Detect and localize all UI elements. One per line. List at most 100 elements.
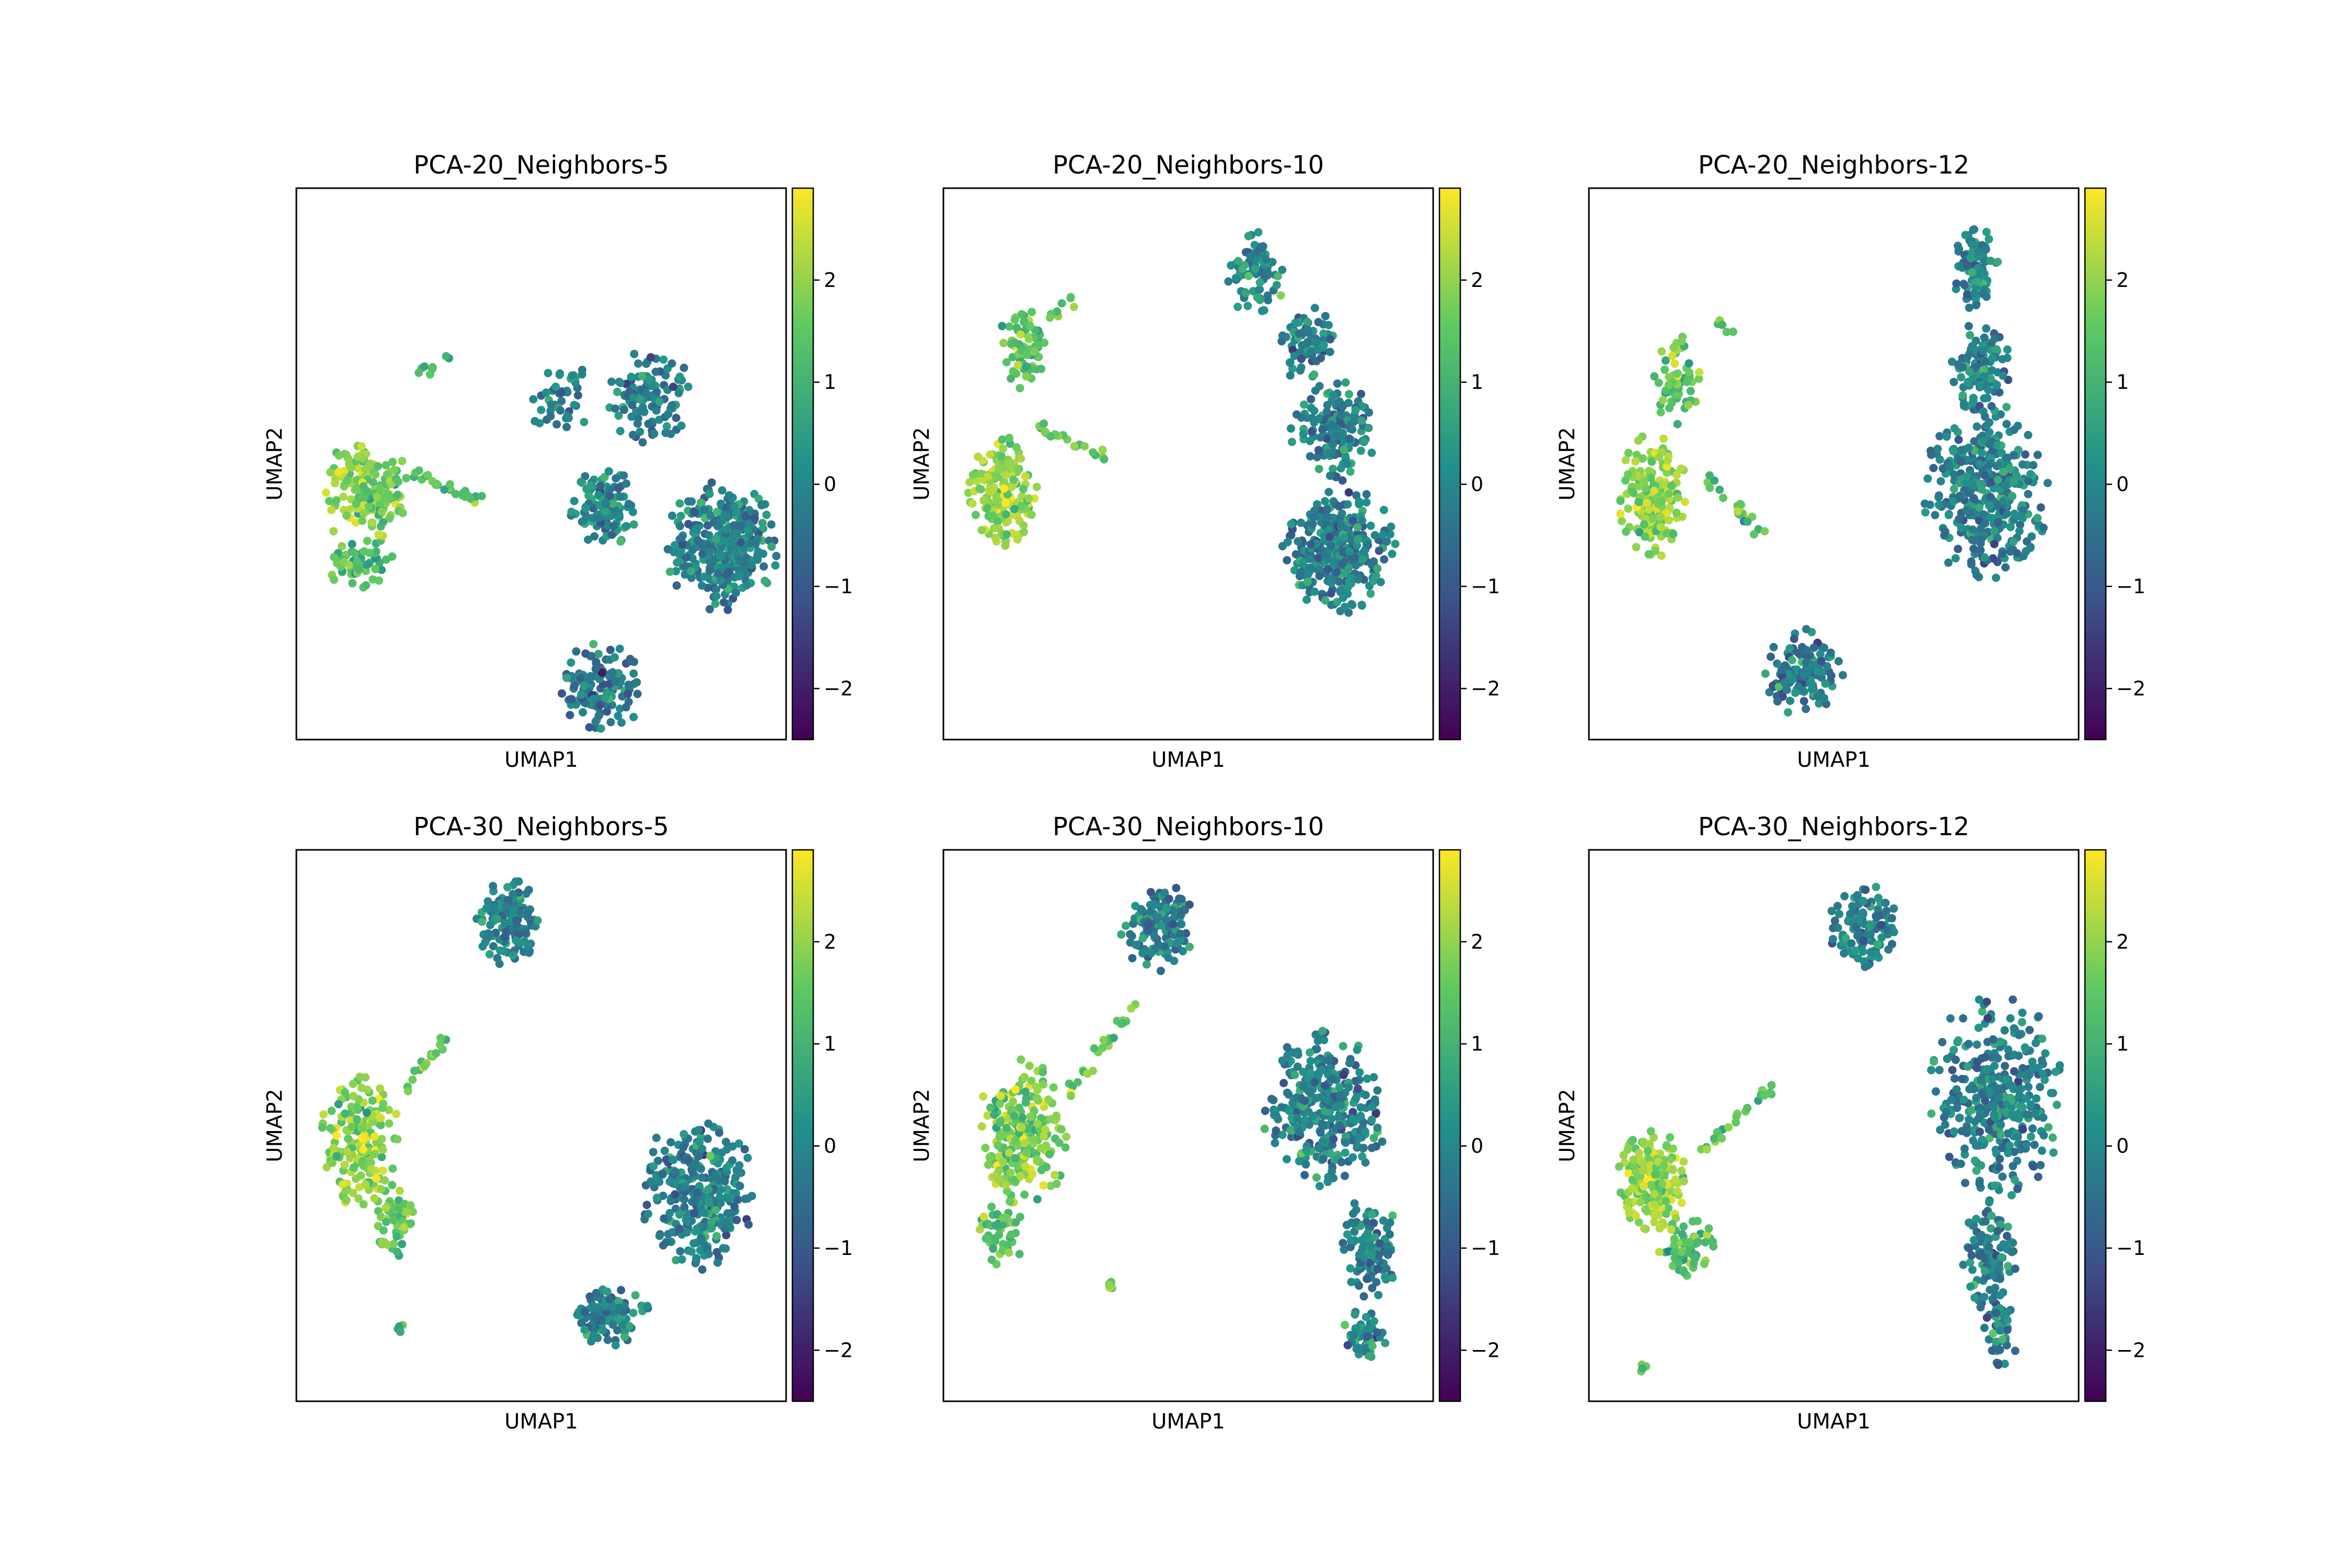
data-point [1055,1138,1064,1147]
data-point [1621,456,1630,465]
data-point [1364,541,1373,550]
data-point [679,1143,688,1152]
data-point [1150,900,1159,908]
data-point [620,1332,629,1341]
data-point [647,353,655,362]
data-point [1316,1093,1324,1102]
data-point [425,370,434,379]
data-point [1292,410,1301,419]
data-point [361,493,369,502]
data-point [1363,1229,1372,1238]
colorbar-tick-label: −2 [1471,677,1500,700]
data-point [566,711,574,720]
data-point [1297,1095,1306,1103]
data-point [1624,504,1633,513]
data-point [375,484,384,493]
data-point [719,598,728,607]
data-point [1329,465,1338,473]
data-point [712,1231,721,1240]
data-point [1351,1077,1360,1086]
data-point [1340,533,1348,542]
data-point [377,1185,385,1193]
data-point [1001,1180,1010,1189]
data-point [577,477,585,486]
data-point [1363,1274,1371,1283]
data-point [442,352,451,361]
data-point [697,1234,706,1243]
data-point [1362,498,1371,507]
data-point [1933,444,1942,453]
data-point [1306,555,1314,563]
data-point [1317,1065,1326,1074]
data-point [523,913,532,921]
data-point [1355,1281,1364,1290]
data-point [984,472,993,481]
data-point [1286,1126,1295,1135]
data-point [1295,348,1304,357]
data-point [603,707,612,716]
data-point [622,522,631,531]
data-point [1323,1056,1332,1065]
data-point [1979,347,1987,355]
data-point [624,500,633,509]
data-point [590,532,599,541]
data-point [630,350,639,359]
data-point [1818,668,1827,677]
data-point [436,1034,445,1042]
data-point [1957,523,1966,532]
data-point [1368,1342,1377,1351]
data-point [722,511,731,520]
data-point [335,467,343,476]
data-point [1009,475,1018,484]
data-point [326,1124,335,1133]
data-point [1650,372,1659,381]
data-point [580,682,589,690]
data-point [660,1146,669,1155]
data-point [1142,960,1151,969]
data-point [767,520,776,529]
data-point [1358,1243,1367,1252]
data-point [347,463,355,472]
data-point [1962,506,1971,514]
data-point [1634,436,1643,445]
data-point [1337,1158,1346,1167]
data-point [496,946,504,955]
data-point [1827,671,1836,680]
panel-title: PCA-20_Neighbors-10 [1053,151,1324,180]
data-point [994,500,1002,509]
data-point [999,1158,1008,1167]
data-point [767,542,776,551]
data-point [378,1145,387,1154]
data-point [1352,1344,1361,1353]
data-point [420,362,429,371]
data-point [368,1096,377,1105]
data-point [988,511,997,520]
data-point [1287,437,1296,446]
data-point [529,395,538,403]
data-point [1977,266,1986,275]
data-point [370,1194,379,1203]
data-point [1373,1086,1382,1095]
colorbar-tick-label: −2 [824,1339,853,1362]
data-point [2029,461,2038,469]
x-axis-label: UMAP1 [1797,748,1871,772]
colorbar-tick-label: −1 [824,1237,853,1260]
data-point [1278,331,1287,340]
data-point [371,564,380,573]
data-point [740,1145,749,1154]
data-point [671,1168,680,1177]
data-point [1329,391,1338,400]
data-point [1632,543,1641,551]
data-point [1017,501,1026,510]
data-point [364,502,373,511]
data-point [1998,549,2007,558]
data-point [2002,510,2011,518]
data-point [1957,446,1966,455]
data-point [597,668,606,677]
data-point [563,411,572,420]
data-point [986,1103,995,1112]
data-point [1369,1134,1378,1143]
data-point [1057,1125,1066,1134]
colorbar-tick-label: 2 [1471,930,1483,953]
